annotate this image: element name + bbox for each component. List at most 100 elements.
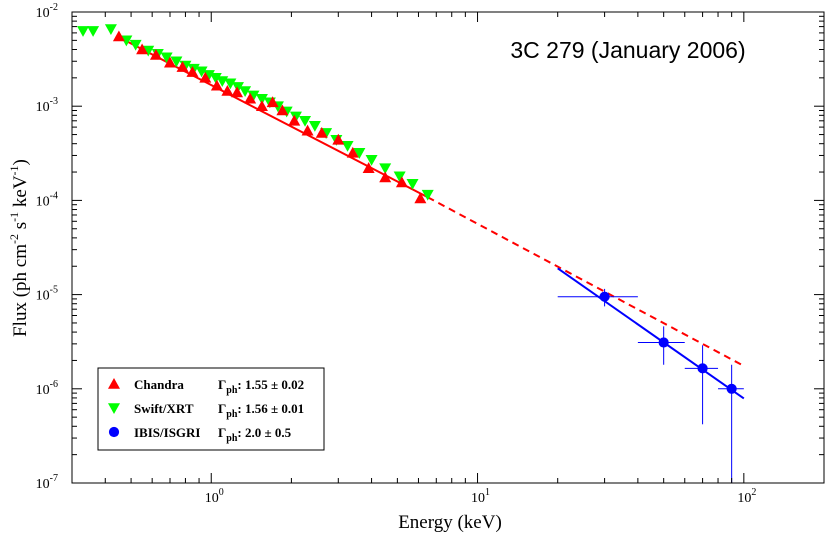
data-point	[160, 52, 173, 64]
legend-series-name: Chandra	[134, 377, 184, 392]
data-point	[87, 26, 100, 37]
x-tick-label: 101	[471, 487, 490, 506]
y-axis-title-exp: -1	[7, 212, 21, 222]
y-tick-label: 10-3	[36, 96, 58, 115]
data-point	[362, 162, 375, 173]
plot-frame	[71, 11, 825, 484]
x-tick-label-exponent: 0	[219, 487, 224, 498]
legend-gamma-symbol: Γ	[218, 401, 226, 416]
data-point	[393, 171, 406, 183]
legend-series-name: IBIS/ISGRI	[134, 425, 200, 440]
x-axis-title: Energy (keV)	[398, 512, 502, 533]
legend-gamma-subscript: ph	[226, 385, 238, 396]
data-point	[136, 43, 149, 55]
legend-marker	[108, 403, 120, 414]
legend-gamma-colon: :	[237, 425, 245, 440]
data-point	[186, 66, 199, 77]
data-point	[599, 291, 610, 302]
y-tick-label: 10-2	[36, 2, 58, 21]
legend-gamma-colon: :	[237, 377, 245, 392]
data-point	[332, 133, 345, 145]
data-point	[210, 79, 223, 91]
legend-gamma: Γph: 1.56 ± 0.01	[218, 401, 304, 420]
legend-gamma-subscript: ph	[226, 409, 238, 420]
data-point	[244, 92, 257, 104]
y-tick-label-exponent: -3	[50, 96, 58, 107]
y-tick-label: 10-5	[36, 285, 58, 304]
data-point	[163, 56, 176, 68]
legend-gamma: Γph: 1.55 ± 0.02	[218, 377, 304, 396]
chart-title: 3C 279 (January 2006)	[510, 37, 745, 63]
y-axis-title-part: keV	[10, 175, 31, 212]
axis-ticks	[71, 11, 825, 484]
y-tick-label-base: 10	[36, 100, 50, 115]
data-point	[120, 35, 133, 47]
legend-gamma-symbol: Γ	[218, 425, 226, 440]
y-tick-label: 10-7	[36, 473, 58, 492]
data-point	[346, 146, 359, 158]
data-point	[697, 363, 708, 374]
data-point	[199, 71, 212, 83]
y-tick-label-base: 10	[36, 289, 50, 304]
data-point	[170, 56, 183, 68]
x-tick-label-base: 10	[471, 491, 485, 506]
data-point	[301, 124, 314, 136]
data-point	[276, 104, 289, 116]
data-point	[77, 26, 90, 37]
legend-series-name: Swift/XRT	[134, 401, 194, 416]
legend-gamma-symbol: Γ	[218, 377, 226, 392]
y-tick-label-base: 10	[36, 6, 50, 21]
data-points	[77, 24, 737, 394]
data-point	[379, 163, 392, 175]
y-tick-label-exponent: -7	[50, 473, 58, 484]
y-axis-title-exp: -1	[7, 165, 21, 175]
data-point	[255, 100, 268, 111]
legend-box	[97, 367, 325, 451]
data-point	[341, 140, 354, 152]
legend-gamma: Γph: 2.0 ± 0.5	[218, 425, 292, 444]
data-point	[308, 120, 321, 132]
x-tick-label: 102	[737, 487, 756, 506]
y-axis-title-exp: -2	[7, 234, 21, 244]
x-tick-label-exponent: 1	[485, 487, 490, 498]
data-point	[224, 78, 237, 90]
legend-gamma-value: 1.55 ± 0.02	[245, 377, 304, 392]
data-point	[129, 39, 142, 51]
y-axis-title-part: s	[10, 222, 31, 234]
y-tick-label-exponent: -4	[50, 190, 58, 201]
data-point	[231, 82, 244, 93]
y-axis-title-part: Flux (ph cm	[10, 244, 31, 337]
y-tick-label: 10-4	[36, 190, 58, 209]
x-tick-label: 100	[205, 487, 224, 506]
data-point	[299, 115, 312, 127]
y-tick-label-exponent: -2	[50, 2, 58, 13]
fit-line	[557, 267, 745, 400]
legend-gamma-value: 2.0 ± 0.5	[245, 425, 292, 440]
data-point	[221, 84, 234, 96]
legend-marker	[108, 378, 120, 389]
y-tick-label-exponent: -6	[50, 379, 58, 390]
data-point	[365, 154, 378, 166]
x-tick-label-exponent: 2	[751, 487, 756, 498]
data-point	[149, 48, 162, 60]
data-point	[353, 148, 366, 159]
data-point	[726, 383, 737, 394]
data-point	[176, 61, 189, 72]
data-point	[209, 73, 222, 84]
data-point	[142, 45, 155, 57]
y-axis-title: Flux (ph cm-2 s-1 keV-1)	[7, 159, 31, 337]
legend: Chandra Γph: 1.55 ± 0.02 Swift/XRT Γph: 1.5…	[97, 367, 325, 451]
y-axis-title-part: )	[10, 159, 31, 165]
data-point	[421, 189, 434, 201]
data-point	[289, 111, 302, 123]
data-point	[658, 337, 669, 348]
y-tick-label-base: 10	[36, 477, 50, 492]
data-point	[112, 30, 125, 42]
legend-gamma-colon: :	[237, 401, 245, 416]
x-tick-label-base: 10	[737, 491, 751, 506]
data-point	[414, 192, 427, 204]
data-point	[255, 93, 268, 105]
